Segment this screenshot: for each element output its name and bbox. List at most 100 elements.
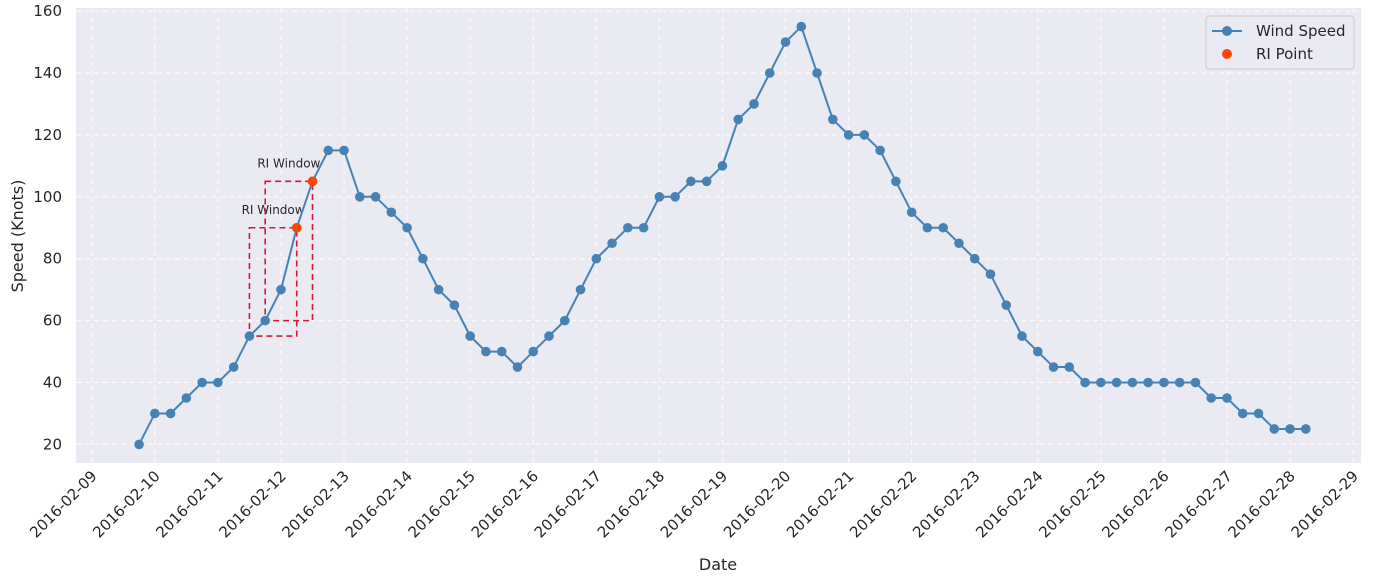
wind-speed-point	[938, 222, 948, 233]
grid	[76, 8, 1361, 463]
wind-speed-point	[1048, 362, 1059, 372]
legend-ri-point-marker	[1222, 49, 1232, 59]
wind-speed-point	[1285, 424, 1295, 434]
wind-speed-point	[969, 253, 980, 264]
legend-wind-speed-marker	[1222, 26, 1232, 36]
wind-speed-point	[465, 331, 475, 341]
wind-speed-point	[1190, 377, 1201, 388]
wind-speed-point	[859, 130, 870, 140]
wind-speed-point	[1127, 377, 1138, 388]
wind-speed-point	[228, 362, 239, 372]
y-tick-label: 60	[43, 312, 62, 330]
wind-speed-point	[654, 192, 665, 202]
wind-speed-point	[1111, 377, 1122, 388]
wind-speed-point	[1064, 362, 1075, 372]
y-axis-title: Speed (Knots)	[8, 180, 27, 293]
wind-speed-point	[670, 192, 680, 202]
x-tick-label: 2016-02-13	[278, 467, 352, 541]
series-layer	[134, 21, 1311, 450]
x-tick-label: 2016-02-16	[468, 467, 542, 541]
x-tick-label: 2016-02-23	[909, 467, 983, 541]
wind-speed-point	[544, 331, 554, 341]
wind-speed-point	[701, 176, 712, 187]
wind-speed-point	[559, 315, 570, 326]
wind-speed-point	[1253, 408, 1264, 419]
x-tick-label: 2016-02-20	[720, 467, 794, 541]
wind-speed-point	[449, 300, 460, 310]
x-tick-label: 2016-02-28	[1224, 467, 1298, 541]
wind-speed-point	[1222, 393, 1232, 403]
wind-speed-point	[402, 222, 412, 233]
wind-speed-point	[276, 284, 286, 295]
wind-speed-point	[433, 284, 444, 295]
x-tick-label: 2016-02-12	[215, 467, 289, 541]
wind-speed-point	[1080, 377, 1090, 388]
wind-speed-point	[1206, 393, 1217, 403]
wind-speed-point	[528, 346, 539, 357]
x-tick-label: 2016-02-18	[594, 467, 668, 541]
x-tick-label: 2016-02-15	[405, 467, 479, 541]
wind-speed-point	[165, 408, 176, 419]
x-tick-label: 2016-02-27	[1161, 467, 1235, 541]
wind-speed-point	[812, 68, 822, 78]
wind-speed-point	[386, 207, 397, 218]
x-tick-label: 2016-02-11	[152, 467, 226, 541]
wind-speed-point	[260, 315, 271, 326]
wind-speed-point	[213, 377, 223, 388]
wind-speed-point	[1096, 377, 1106, 388]
wind-speed-point	[906, 207, 917, 218]
wind-speed-point	[481, 346, 491, 357]
wind-speed-point	[1301, 424, 1311, 434]
wind-speed-point	[1032, 346, 1043, 357]
wind-speed-point	[891, 176, 901, 187]
wind-speed-point	[875, 145, 885, 156]
wind-speed-point	[1237, 408, 1248, 419]
wind-speed-point	[355, 192, 365, 202]
x-tick-label: 2016-02-25	[1035, 467, 1109, 541]
wind-speed-point	[638, 222, 649, 233]
x-axis-ticks: 2016-02-092016-02-102016-02-112016-02-12…	[26, 467, 1362, 541]
wind-speed-point	[828, 114, 838, 125]
x-tick-label: 2016-02-09	[26, 467, 100, 541]
legend-box	[1205, 15, 1355, 70]
wind-speed-point	[591, 253, 602, 264]
legend: Wind Speed RI Point	[1205, 15, 1355, 70]
x-tick-label: 2016-02-22	[846, 467, 920, 541]
wind-speed-point	[134, 439, 144, 450]
wind-speed-point	[954, 238, 964, 249]
y-tick-label: 80	[43, 250, 62, 268]
wind-speed-point	[733, 114, 744, 125]
wind-speed-point	[197, 377, 207, 388]
wind-speed-point	[796, 21, 807, 32]
wind-speed-point	[1143, 377, 1153, 388]
wind-speed-point	[1001, 300, 1012, 310]
ri-window-box	[248, 226, 298, 337]
wind-speed-point	[922, 222, 933, 233]
wind-speed-point	[418, 253, 428, 264]
wind-speed-point	[339, 145, 349, 156]
wind-speed-point	[1159, 377, 1169, 388]
y-tick-label: 40	[43, 374, 62, 392]
wind-speed-point	[150, 408, 160, 419]
x-tick-label: 2016-02-19	[657, 467, 731, 541]
annotations: RI Window RI Window	[242, 156, 321, 337]
wind-speed-point	[843, 130, 854, 140]
x-tick-label: 2016-02-10	[89, 467, 163, 541]
x-tick-label: 2016-02-26	[1098, 467, 1172, 541]
ri-point	[291, 222, 302, 233]
wind-speed-point	[780, 37, 791, 47]
y-tick-label: 100	[33, 188, 62, 206]
legend-wind-speed-label: Wind Speed	[1256, 22, 1346, 40]
x-tick-label: 2016-02-29	[1288, 467, 1362, 541]
wind-speed-point	[607, 238, 617, 249]
x-tick-label: 2016-02-24	[972, 467, 1046, 541]
legend-ri-point-label: RI Point	[1256, 45, 1313, 63]
wind-speed-point	[496, 346, 507, 357]
wind-speed-point	[575, 284, 586, 295]
x-tick-label: 2016-02-21	[783, 467, 857, 541]
wind-speed-point	[181, 393, 192, 403]
y-axis-ticks: 20 40 60 80 100 120 140 160	[33, 2, 62, 453]
wind-speed-point	[1269, 424, 1280, 434]
